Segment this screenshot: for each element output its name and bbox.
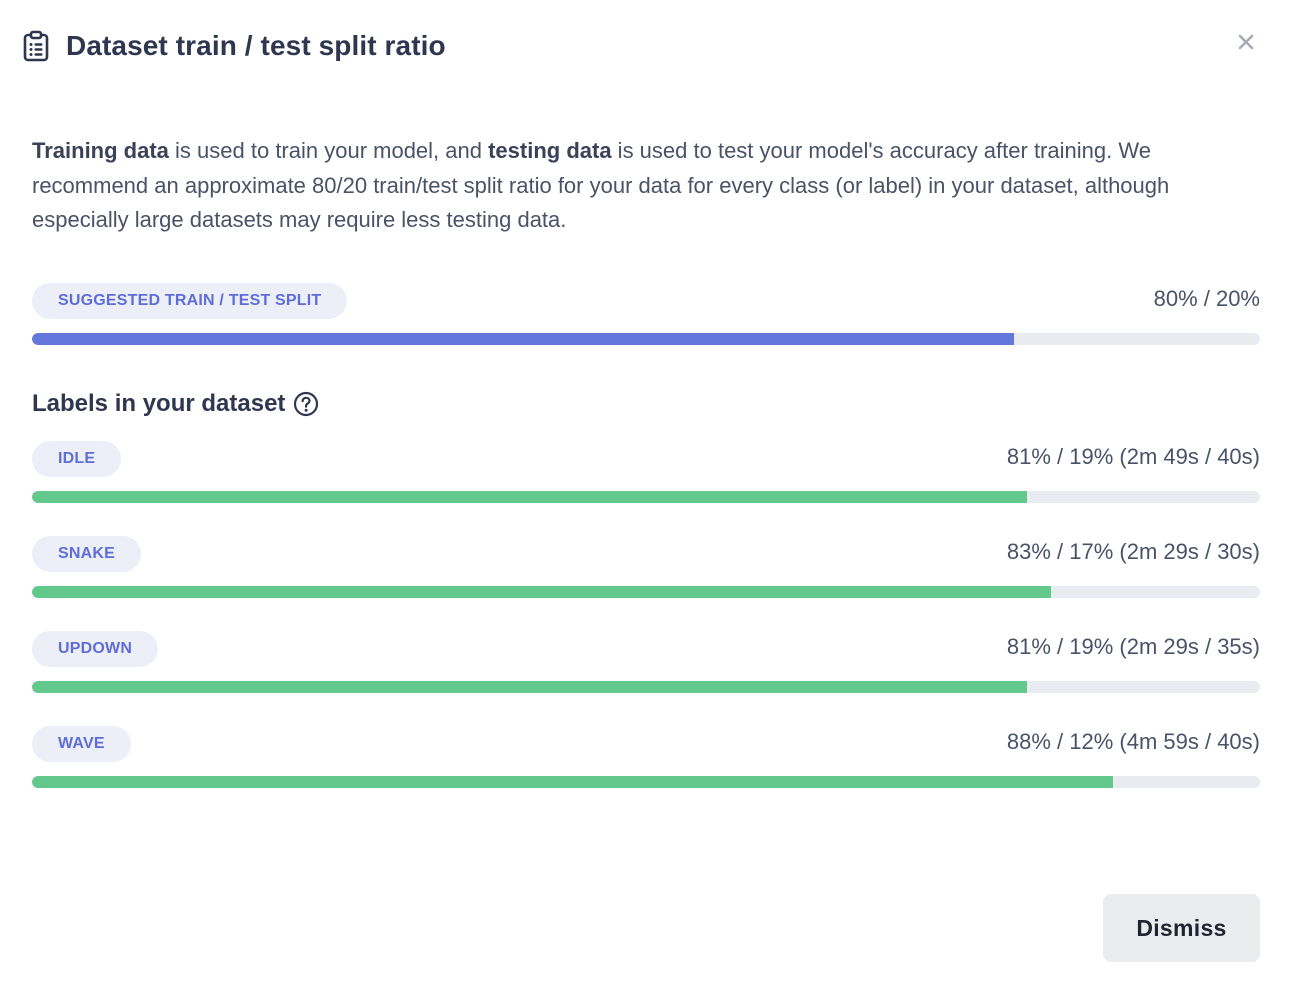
training-data-term: Training data bbox=[32, 138, 169, 163]
labels-section-heading: Labels in your dataset bbox=[32, 390, 286, 417]
label-split-bar-fill bbox=[32, 776, 1113, 788]
suggested-split-badge: SUGGESTED TRAIN / TEST SPLIT bbox=[32, 283, 348, 319]
suggested-split-bar-fill bbox=[32, 333, 1015, 345]
label-split-value: 81% / 19% (2m 49s / 40s) bbox=[1006, 444, 1260, 469]
close-icon bbox=[1238, 34, 1254, 55]
label-row-updown: UPDOWN 81% / 19% (2m 29s / 35s) bbox=[32, 631, 1260, 695]
dismiss-button[interactable]: Dismiss bbox=[1103, 894, 1260, 962]
close-button[interactable] bbox=[1232, 30, 1260, 58]
label-badge: SNAKE bbox=[32, 536, 142, 572]
label-badge: UPDOWN bbox=[32, 631, 159, 667]
label-split-bar bbox=[32, 776, 1260, 788]
label-split-value: 88% / 12% (4m 59s / 40s) bbox=[1006, 729, 1260, 754]
label-row-idle: IDLE 81% / 19% (2m 49s / 40s) bbox=[32, 441, 1260, 505]
label-split-value: 83% / 17% (2m 29s / 30s) bbox=[1006, 539, 1260, 564]
labels-section-title: Labels in your dataset bbox=[32, 386, 319, 422]
dialog-title: Dataset train / test split ratio bbox=[66, 30, 446, 61]
testing-data-term: testing data bbox=[488, 138, 612, 163]
label-split-bar bbox=[32, 681, 1260, 693]
label-row-snake: SNAKE 83% / 17% (2m 29s / 30s) bbox=[32, 536, 1260, 600]
label-split-bar bbox=[32, 491, 1260, 503]
dialog-header: Dataset train / test split ratio bbox=[22, 26, 446, 66]
suggested-split-bar bbox=[32, 333, 1260, 345]
question-circle-icon[interactable] bbox=[293, 391, 319, 417]
label-split-bar bbox=[32, 586, 1260, 598]
description-part-2: is used to train your model, and bbox=[168, 138, 489, 163]
clipboard-list-icon bbox=[22, 30, 50, 62]
description-part-4: is used to test your model's accuracy af… bbox=[32, 138, 1170, 232]
label-split-bar-fill bbox=[32, 491, 1027, 503]
description-text: Training data is used to train your mode… bbox=[32, 134, 1262, 238]
suggested-split-row: SUGGESTED TRAIN / TEST SPLIT 80% / 20% bbox=[32, 283, 1260, 347]
label-split-value: 81% / 19% (2m 29s / 35s) bbox=[1006, 634, 1260, 659]
suggested-split-value: 80% / 20% bbox=[1153, 286, 1260, 311]
label-badge: WAVE bbox=[32, 726, 131, 762]
label-row-wave: WAVE 88% / 12% (4m 59s / 40s) bbox=[32, 726, 1260, 790]
label-badge: IDLE bbox=[32, 441, 122, 477]
label-split-bar-fill bbox=[32, 681, 1027, 693]
label-split-bar-fill bbox=[32, 586, 1052, 598]
